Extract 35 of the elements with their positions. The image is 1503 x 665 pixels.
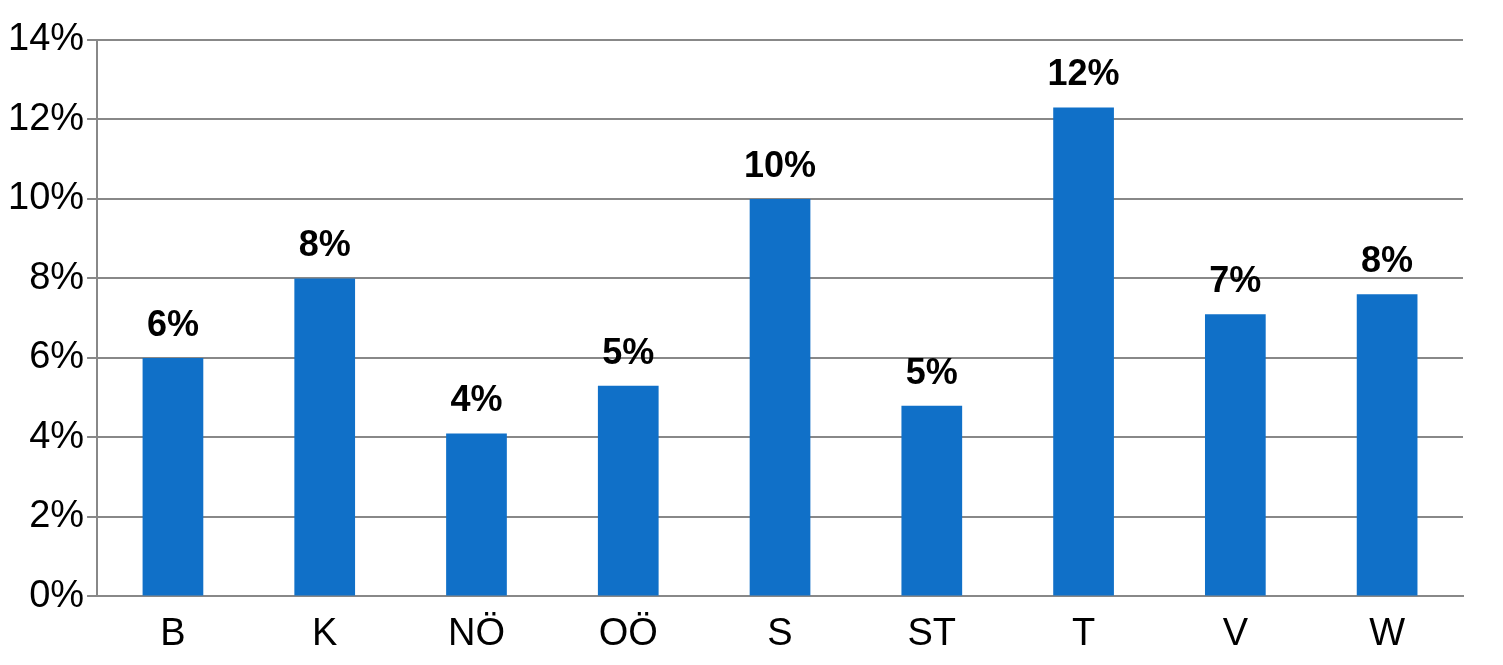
bar <box>901 405 963 596</box>
bar <box>1204 314 1266 596</box>
data-label: 4% <box>450 378 503 420</box>
data-label: 5% <box>905 350 958 392</box>
y-tick-label: 4% <box>29 413 85 456</box>
x-tick-label: V <box>1222 610 1249 653</box>
y-tick-label: 2% <box>29 493 85 536</box>
x-tick-label: OÖ <box>598 610 658 653</box>
x-tick-label: K <box>312 610 338 653</box>
data-label: 5% <box>602 330 655 372</box>
x-tick-label: S <box>767 610 793 653</box>
x-tick-label: B <box>160 610 186 653</box>
bar <box>749 198 811 596</box>
data-label: 8% <box>298 223 351 265</box>
data-label: 7% <box>1209 259 1262 301</box>
bar <box>142 357 204 596</box>
x-tick-label: W <box>1369 610 1406 653</box>
x-tick-label: ST <box>907 610 957 653</box>
data-label: 6% <box>146 302 199 344</box>
bar <box>1053 107 1114 596</box>
x-tick-label: NÖ <box>447 610 505 653</box>
bar <box>597 385 659 596</box>
y-tick-label: 6% <box>29 334 85 377</box>
y-tick-label: 14% <box>7 16 85 59</box>
y-tick-label: 12% <box>7 95 85 138</box>
y-tick-label: 0% <box>29 572 85 615</box>
data-label: 8% <box>1361 239 1414 281</box>
x-tick-label: T <box>1071 610 1096 653</box>
data-label: 10% <box>744 143 817 185</box>
bar <box>446 433 507 596</box>
y-tick-label: 10% <box>7 175 85 218</box>
bar <box>1356 294 1418 596</box>
data-label: 12% <box>1047 52 1120 94</box>
bar <box>294 278 356 596</box>
y-tick-label: 8% <box>29 254 85 297</box>
